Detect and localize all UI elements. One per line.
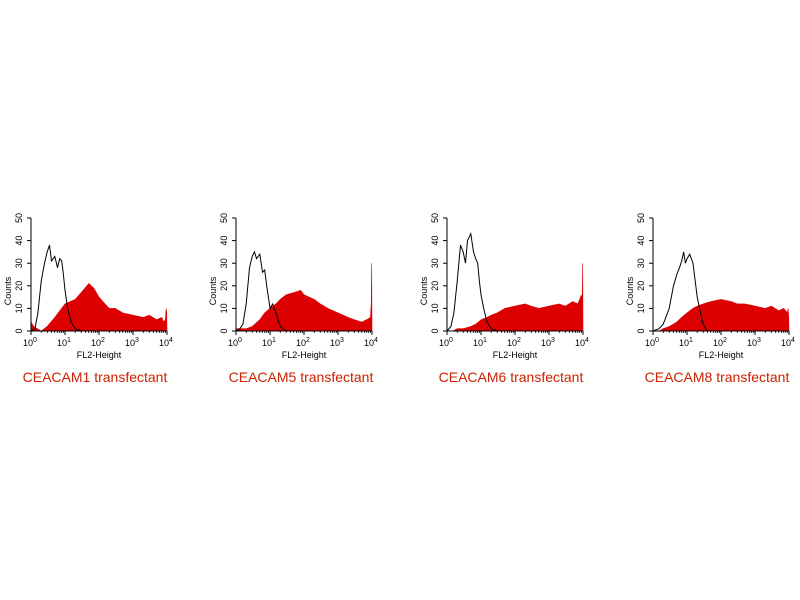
y-tick-label: 10 — [430, 303, 440, 313]
y-tick-label: 20 — [636, 281, 646, 291]
outline-histogram — [446, 232, 498, 332]
y-tick-label: 40 — [14, 236, 24, 246]
x-tick-label: 100 — [228, 337, 242, 348]
y-tick-label: 0 — [636, 328, 646, 333]
x-axis-label: FL2-Height — [699, 350, 744, 360]
y-tick-label: 40 — [636, 236, 646, 246]
panel-caption: CEACAM1 transfectant — [23, 369, 168, 385]
outline-histogram — [30, 244, 82, 332]
x-tick-label: 100 — [439, 337, 453, 348]
x-tick-label: 100 — [645, 337, 659, 348]
filled-histogram — [30, 283, 168, 332]
x-tick-label: 101 — [262, 337, 276, 348]
y-tick-label: 0 — [14, 328, 24, 333]
x-tick-label: 104 — [575, 337, 589, 348]
y-tick-label: 50 — [636, 213, 646, 223]
y-tick-label: 40 — [219, 236, 229, 246]
histogram-panel: 0 10 20 30 40 50 Counts 100 101 102 103 104 FL2-Heig… — [208, 213, 378, 385]
y-axis-label: Counts — [625, 276, 635, 305]
x-axis-label: FL2-Height — [77, 350, 122, 360]
panel-caption: CEACAM5 transfectant — [229, 369, 374, 385]
y-tick-label: 10 — [636, 303, 646, 313]
histogram-panel: 0 10 20 30 40 50 Counts 100 101 102 103 104 FL2-Heig… — [419, 213, 589, 385]
panel-caption: CEACAM6 transfectant — [439, 369, 584, 385]
x-tick-label: 102 — [296, 337, 310, 348]
y-tick-label: 50 — [219, 213, 229, 223]
x-tick-label: 104 — [781, 337, 795, 348]
y-tick-label: 20 — [14, 281, 24, 291]
x-tick-label: 100 — [23, 337, 37, 348]
y-tick-label: 0 — [219, 328, 229, 333]
y-axis-label: Counts — [419, 276, 429, 305]
y-tick-label: 40 — [430, 236, 440, 246]
panel-caption: CEACAM8 transfectant — [645, 369, 790, 385]
y-tick-label: 50 — [14, 213, 24, 223]
y-tick-label: 30 — [430, 258, 440, 268]
y-tick-label: 20 — [219, 281, 229, 291]
y-tick-label: 30 — [219, 258, 229, 268]
y-axis-label: Counts — [3, 276, 13, 305]
x-tick-label: 102 — [91, 337, 105, 348]
x-tick-label: 104 — [364, 337, 378, 348]
y-tick-label: 0 — [430, 328, 440, 333]
x-tick-label: 103 — [125, 337, 139, 348]
histogram-panel: 0 10 20 30 40 50 Counts 100 101 102 103 104 FL2-Heig… — [625, 213, 795, 385]
x-tick-label: 103 — [541, 337, 555, 348]
x-tick-label: 101 — [57, 337, 71, 348]
filled-histogram — [235, 263, 373, 332]
y-axis-label: Counts — [208, 276, 218, 305]
x-tick-label: 101 — [679, 337, 693, 348]
x-axis-label: FL2-Height — [493, 350, 538, 360]
outline-histogram — [652, 251, 708, 332]
x-tick-label: 102 — [713, 337, 727, 348]
x-tick-label: 104 — [159, 337, 173, 348]
y-tick-label: 20 — [430, 281, 440, 291]
x-axis-label: FL2-Height — [282, 350, 327, 360]
y-tick-label: 10 — [14, 303, 24, 313]
x-tick-label: 103 — [330, 337, 344, 348]
x-tick-label: 102 — [507, 337, 521, 348]
filled-histogram — [447, 263, 584, 332]
histogram-panel: 0 10 20 30 40 50 Counts 100 101 102 103 104 FL2-Heig… — [3, 213, 173, 385]
x-tick-label: 103 — [747, 337, 761, 348]
y-tick-label: 30 — [14, 258, 24, 268]
outline-histogram — [235, 250, 287, 332]
filled-histogram — [653, 299, 790, 332]
y-tick-label: 50 — [430, 213, 440, 223]
y-tick-label: 10 — [219, 303, 229, 313]
y-tick-label: 30 — [636, 258, 646, 268]
x-tick-label: 101 — [473, 337, 487, 348]
